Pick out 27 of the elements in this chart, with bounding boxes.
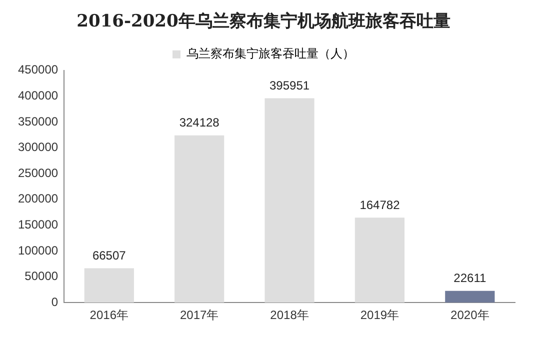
- y-tick-label: 150000: [18, 218, 58, 232]
- data-label: 324128: [179, 116, 220, 130]
- y-tick-label: 400000: [18, 88, 58, 103]
- data-label: 66507: [92, 248, 126, 263]
- y-tick-label: 50000: [24, 269, 58, 284]
- chart-title: 2016-2020年乌兰察布集宁机场航班旅客吞吐量: [76, 12, 450, 32]
- x-tick-label: 2017年: [180, 308, 219, 322]
- x-tick-label: 2016年: [90, 308, 128, 322]
- y-tick-label: 200000: [18, 192, 58, 206]
- bar: [445, 290, 495, 303]
- y-tick-label: 300000: [18, 140, 58, 154]
- y-tick-label: 250000: [18, 166, 58, 180]
- bar: [84, 268, 134, 303]
- legend-label: 乌兰察布集宁旅客吞吐量（人）: [186, 46, 354, 61]
- y-tick-label: 0: [51, 294, 58, 309]
- bar: [354, 218, 405, 303]
- x-tick-label: 2018年: [270, 308, 309, 322]
- bar: [174, 135, 224, 303]
- x-tick-label: 2020年: [450, 308, 490, 322]
- data-label: 395951: [270, 78, 310, 93]
- data-label: 22611: [454, 271, 486, 286]
- data-label: 164782: [360, 198, 400, 212]
- y-tick-label: 100000: [18, 243, 58, 258]
- bar: [264, 98, 314, 303]
- y-tick-label: 450000: [18, 62, 58, 77]
- y-tick-label: 350000: [18, 114, 58, 128]
- x-tick-label: 2019年: [360, 308, 400, 322]
